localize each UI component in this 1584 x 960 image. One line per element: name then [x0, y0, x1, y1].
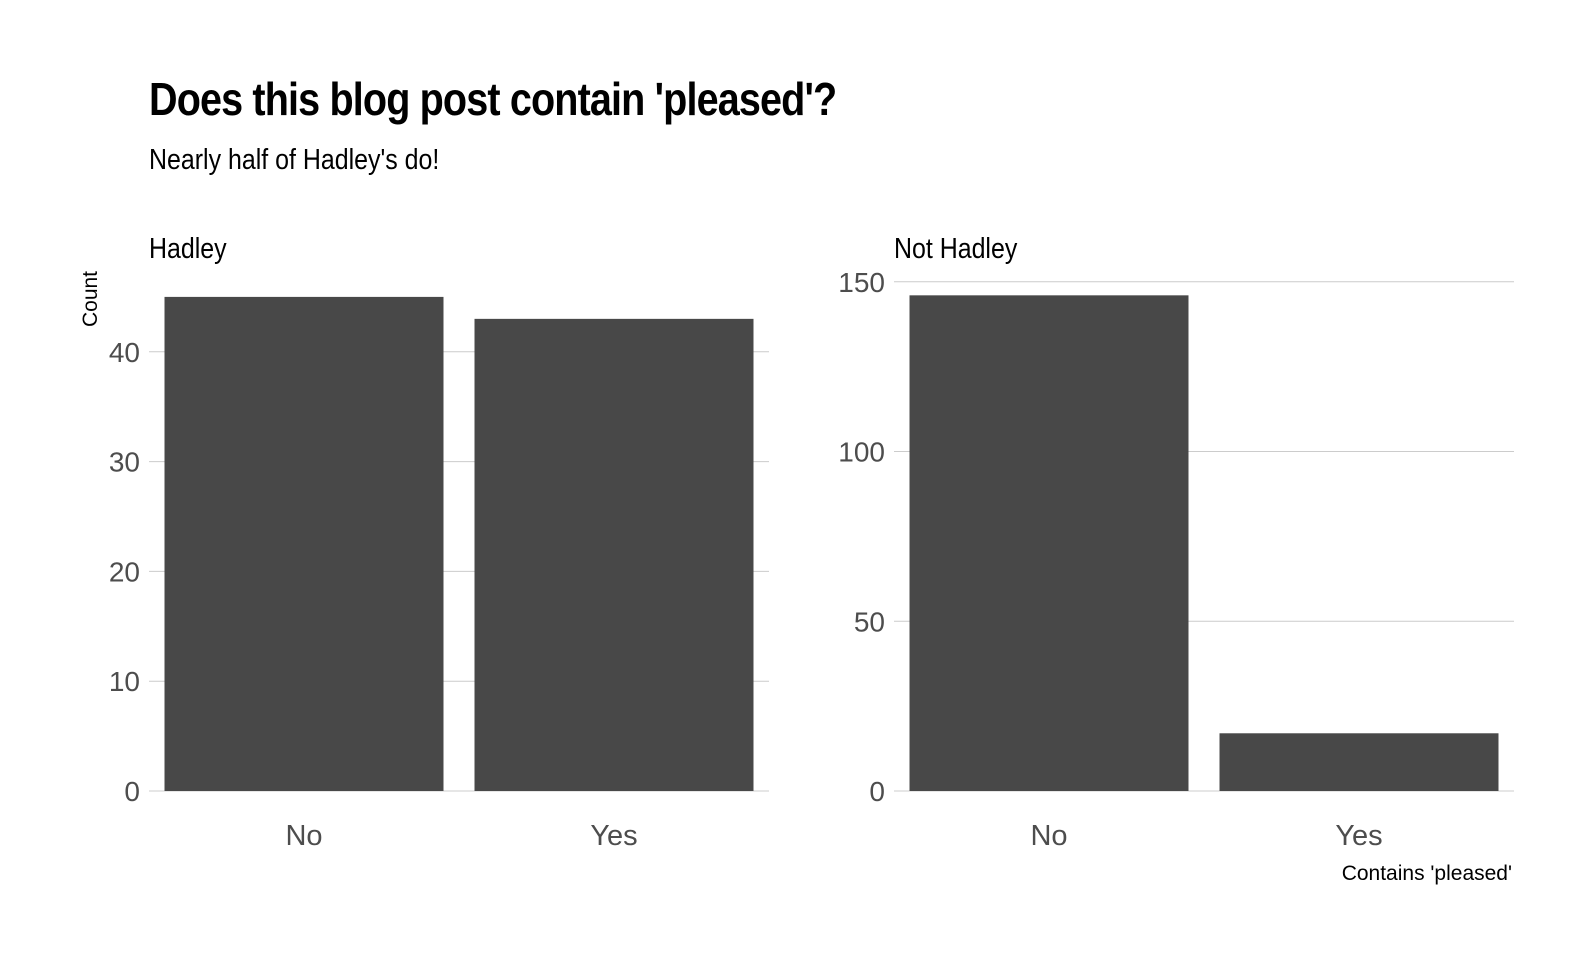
y-tick-label: 30	[109, 447, 140, 478]
bar-yes	[474, 318, 754, 791]
y-tick-label: 100	[838, 437, 885, 468]
chart-subtitle: Nearly half of Hadley's do!	[149, 144, 440, 176]
x-tick-label: Yes	[590, 820, 637, 852]
y-tick-label: 40	[109, 337, 140, 368]
bar-no	[164, 296, 444, 791]
x-axis-label: Contains 'pleased'	[1342, 862, 1512, 885]
y-tick-label: 50	[854, 606, 885, 637]
y-tick-label: 10	[109, 666, 140, 697]
x-tick-label: Yes	[1335, 820, 1382, 852]
y-tick-label: 0	[869, 776, 885, 807]
panel-title: Not Hadley	[894, 232, 1018, 264]
y-tick-label: 20	[109, 556, 140, 587]
chart-title: Does this blog post contain 'pleased'?	[149, 73, 837, 125]
y-tick-label: 150	[838, 267, 885, 298]
x-tick-label: No	[1030, 820, 1067, 852]
y-axis-label: Count	[79, 271, 102, 327]
bar-yes	[1219, 733, 1499, 791]
x-tick-label: No	[285, 820, 322, 852]
bar-no	[909, 295, 1189, 791]
panel-title: Hadley	[149, 232, 227, 264]
y-tick-label: 0	[124, 776, 140, 807]
